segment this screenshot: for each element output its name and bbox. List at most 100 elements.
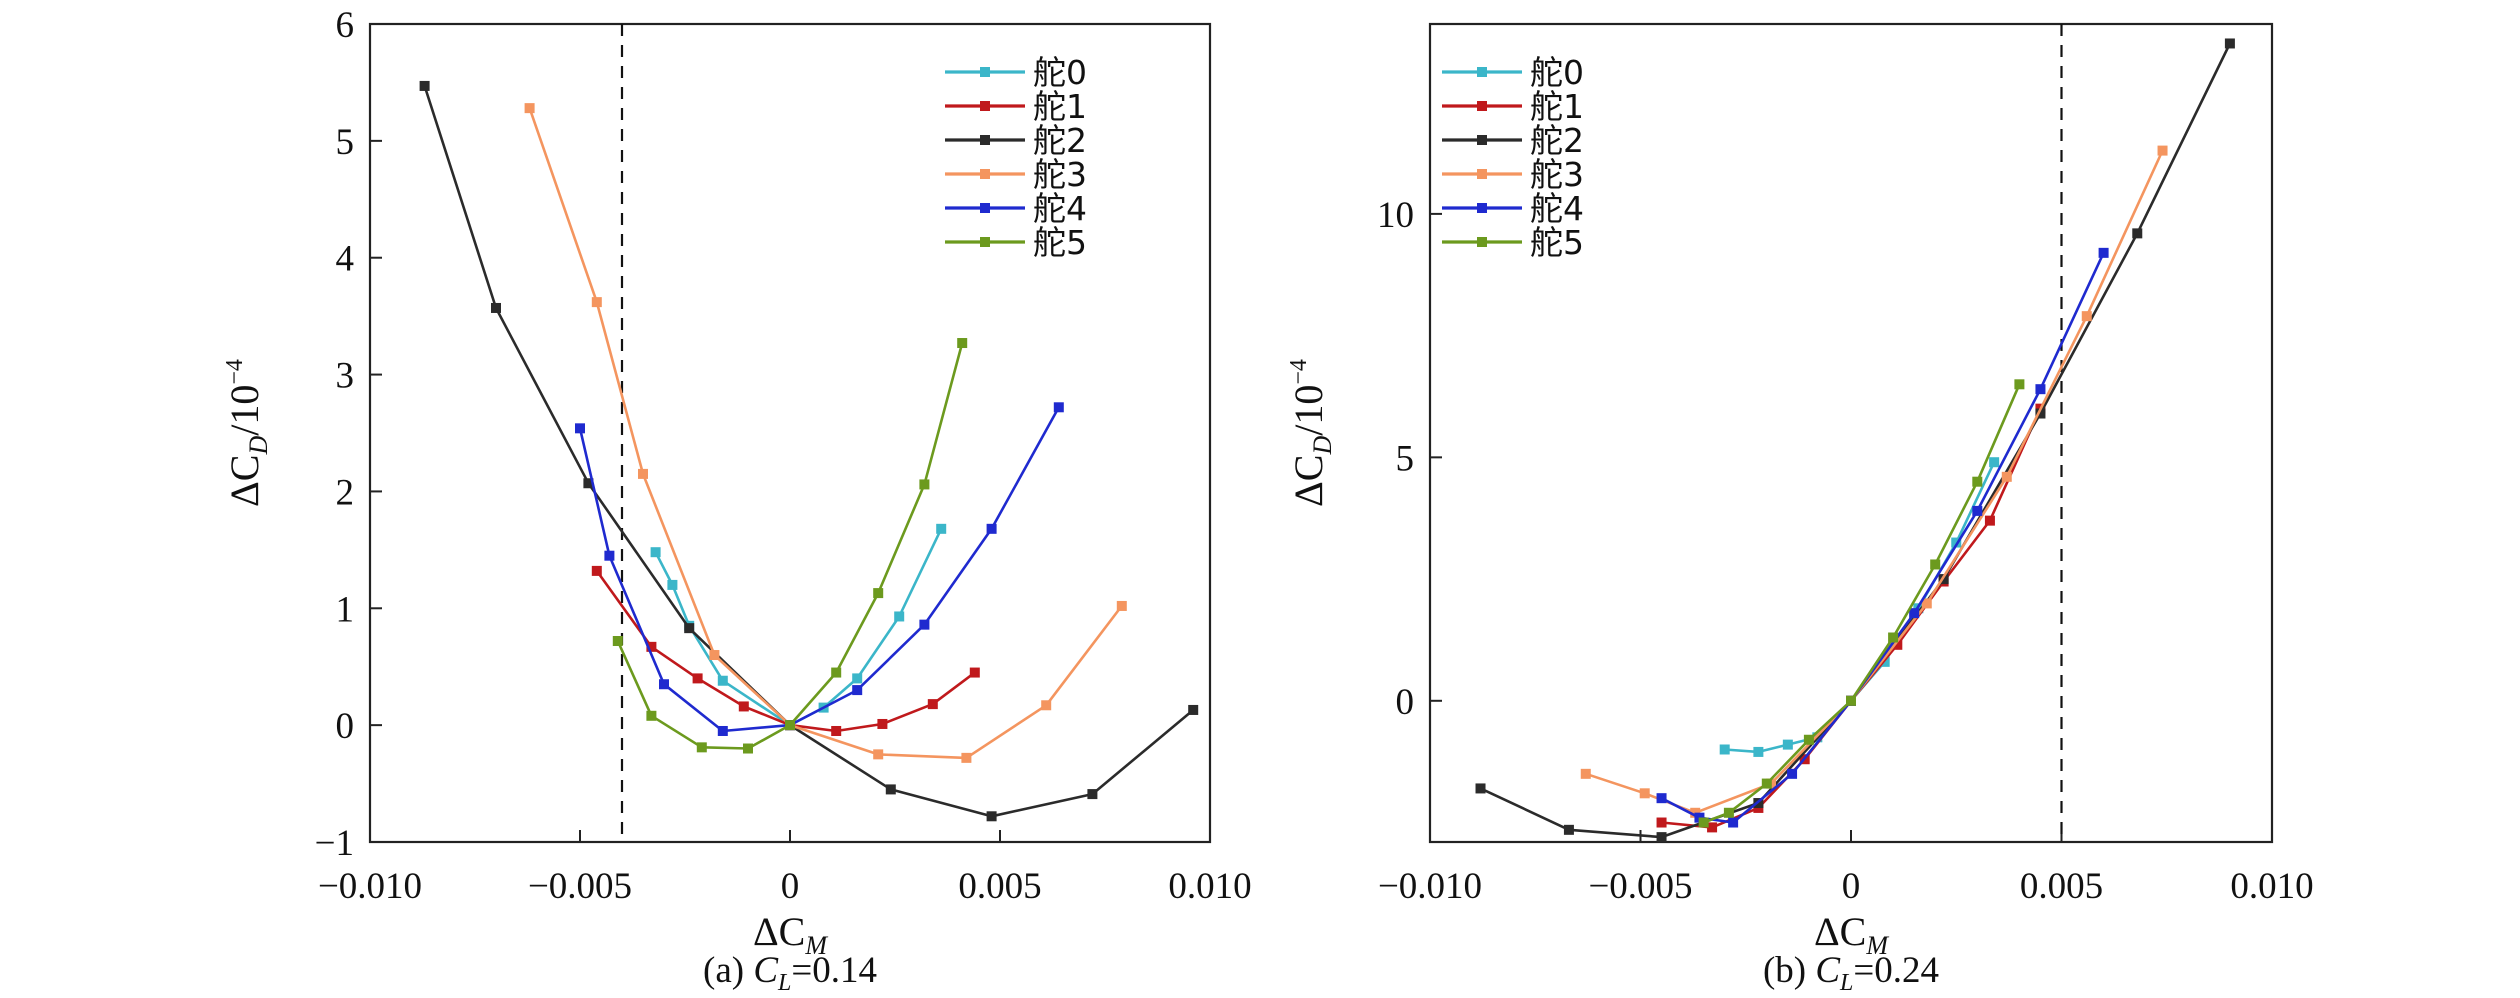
x-tick-label: −0.010 (318, 866, 422, 907)
data-point-series-1 (831, 725, 842, 736)
data-point-series-0 (667, 579, 678, 590)
data-point-series-3 (1580, 768, 1591, 779)
legend-marker-1 (980, 101, 990, 111)
data-point-series-0 (936, 523, 947, 534)
data-point-series-3 (1639, 788, 1650, 799)
data-point-series-4 (2035, 384, 2046, 395)
legend-label-4: 舵4 (1033, 189, 1087, 228)
data-point-series-4 (1728, 817, 1739, 828)
legend-label-1: 舵1 (1530, 87, 1584, 126)
x-tick-label: 0 (1842, 866, 1861, 907)
panel-caption: (b) CL=0.24 (1763, 950, 1939, 996)
data-point-series-0 (1782, 739, 1793, 750)
data-point-series-2 (2132, 228, 2143, 239)
data-point-series-1 (646, 641, 657, 652)
data-point-series-4 (1972, 505, 1983, 516)
data-point-series-2 (1188, 704, 1199, 715)
legend-marker-1 (1477, 101, 1487, 111)
data-point-series-5 (873, 588, 884, 599)
data-point-series-5 (1888, 632, 1899, 643)
data-point-series-0 (852, 673, 863, 684)
data-point-series-0 (894, 611, 905, 622)
chart-panel-a: −0.010 −0.005 0 0.005 0.010 −1 0 1 2 3 4 5 6 舵0舵1舵2舵3… (222, 5, 1252, 996)
data-point-series-2 (1475, 783, 1486, 794)
y-tick-label: 5 (336, 122, 355, 163)
y-tick-label: 0 (1396, 682, 1415, 723)
data-point-series-3 (524, 103, 535, 114)
data-point-series-5 (919, 479, 930, 490)
data-point-series-3 (638, 468, 648, 479)
data-point-series-3 (873, 749, 884, 760)
data-point-series-2 (491, 302, 501, 313)
legend-label-4: 舵4 (1530, 189, 1584, 228)
x-tick-label: 0.005 (2020, 866, 2103, 907)
legend-label-2: 舵2 (1033, 121, 1087, 160)
data-point-series-2 (986, 811, 997, 822)
y-tick-label: 4 (336, 239, 355, 280)
data-point-series-4 (852, 685, 863, 696)
legend-marker-5 (980, 237, 990, 247)
data-point-series-5 (1930, 559, 1941, 570)
data-point-series-5 (831, 667, 842, 678)
x-tick-label: 0.010 (2230, 866, 2313, 907)
legend-marker-3 (1477, 169, 1487, 179)
data-point-series-5 (646, 710, 657, 721)
legend-marker-4 (980, 203, 990, 213)
y-tick-label: 5 (1396, 438, 1415, 479)
y-tick-label: 0 (336, 706, 355, 747)
data-point-series-0 (1753, 746, 1764, 757)
data-point-series-3 (1921, 598, 1932, 609)
data-point-series-4 (659, 679, 669, 690)
data-point-series-2 (2035, 408, 2046, 419)
legend-marker-4 (1477, 203, 1487, 213)
legend-marker-0 (980, 67, 990, 77)
data-point-series-0 (650, 547, 661, 558)
data-point-series-0 (717, 675, 728, 686)
x-tick-label: 0 (781, 866, 800, 907)
x-axis-label: ΔCM (1814, 909, 1889, 960)
data-point-series-4 (1909, 608, 1920, 619)
data-point-series-5 (743, 743, 753, 754)
y-tick-label: 3 (336, 356, 355, 397)
data-point-series-0 (1719, 744, 1730, 755)
data-point-series-1 (738, 701, 749, 712)
data-point-series-5 (1972, 476, 1983, 487)
x-tick-label: −0.010 (1378, 866, 1482, 907)
data-point-series-4 (604, 550, 615, 561)
data-point-series-1 (1984, 515, 1995, 526)
data-point-series-4 (2098, 247, 2109, 258)
legend-marker-5 (1477, 237, 1487, 247)
data-point-series-1 (877, 718, 888, 729)
legend-marker-2 (1477, 135, 1487, 145)
y-tick-label: 10 (1377, 195, 1414, 236)
data-point-series-3 (591, 297, 602, 308)
x-tick-label: −0.005 (528, 866, 632, 907)
data-point-series-1 (969, 667, 980, 678)
x-tick-label: 0.005 (958, 866, 1041, 907)
data-point-series-1 (1656, 817, 1667, 828)
data-point-series-1 (692, 673, 703, 684)
data-point-series-3 (1116, 600, 1127, 611)
y-tick-label: 2 (336, 472, 355, 513)
data-point-series-4 (575, 423, 585, 434)
legend-label-3: 舵3 (1033, 155, 1087, 194)
data-point-series-1 (1707, 822, 1718, 833)
y-axis-label: ΔCD/10−4 (1286, 359, 1337, 507)
data-point-series-2 (1563, 824, 1574, 835)
data-point-series-1 (1892, 639, 1903, 650)
x-axis-label: ΔCM (753, 909, 828, 960)
legend-label-5: 舵5 (1530, 223, 1584, 262)
y-tick-label: 1 (336, 589, 355, 630)
data-point-series-5 (785, 720, 795, 731)
legend-marker-2 (980, 135, 990, 145)
data-point-series-3 (2001, 471, 2012, 482)
x-tick-label: −0.005 (1588, 866, 1692, 907)
legend-label-1: 舵1 (1033, 87, 1087, 126)
data-point-series-4 (1656, 793, 1667, 804)
data-point-series-2 (419, 80, 430, 91)
legend-marker-0 (1477, 67, 1487, 77)
data-point-series-1 (591, 565, 602, 576)
legend-label-0: 舵0 (1530, 53, 1584, 92)
